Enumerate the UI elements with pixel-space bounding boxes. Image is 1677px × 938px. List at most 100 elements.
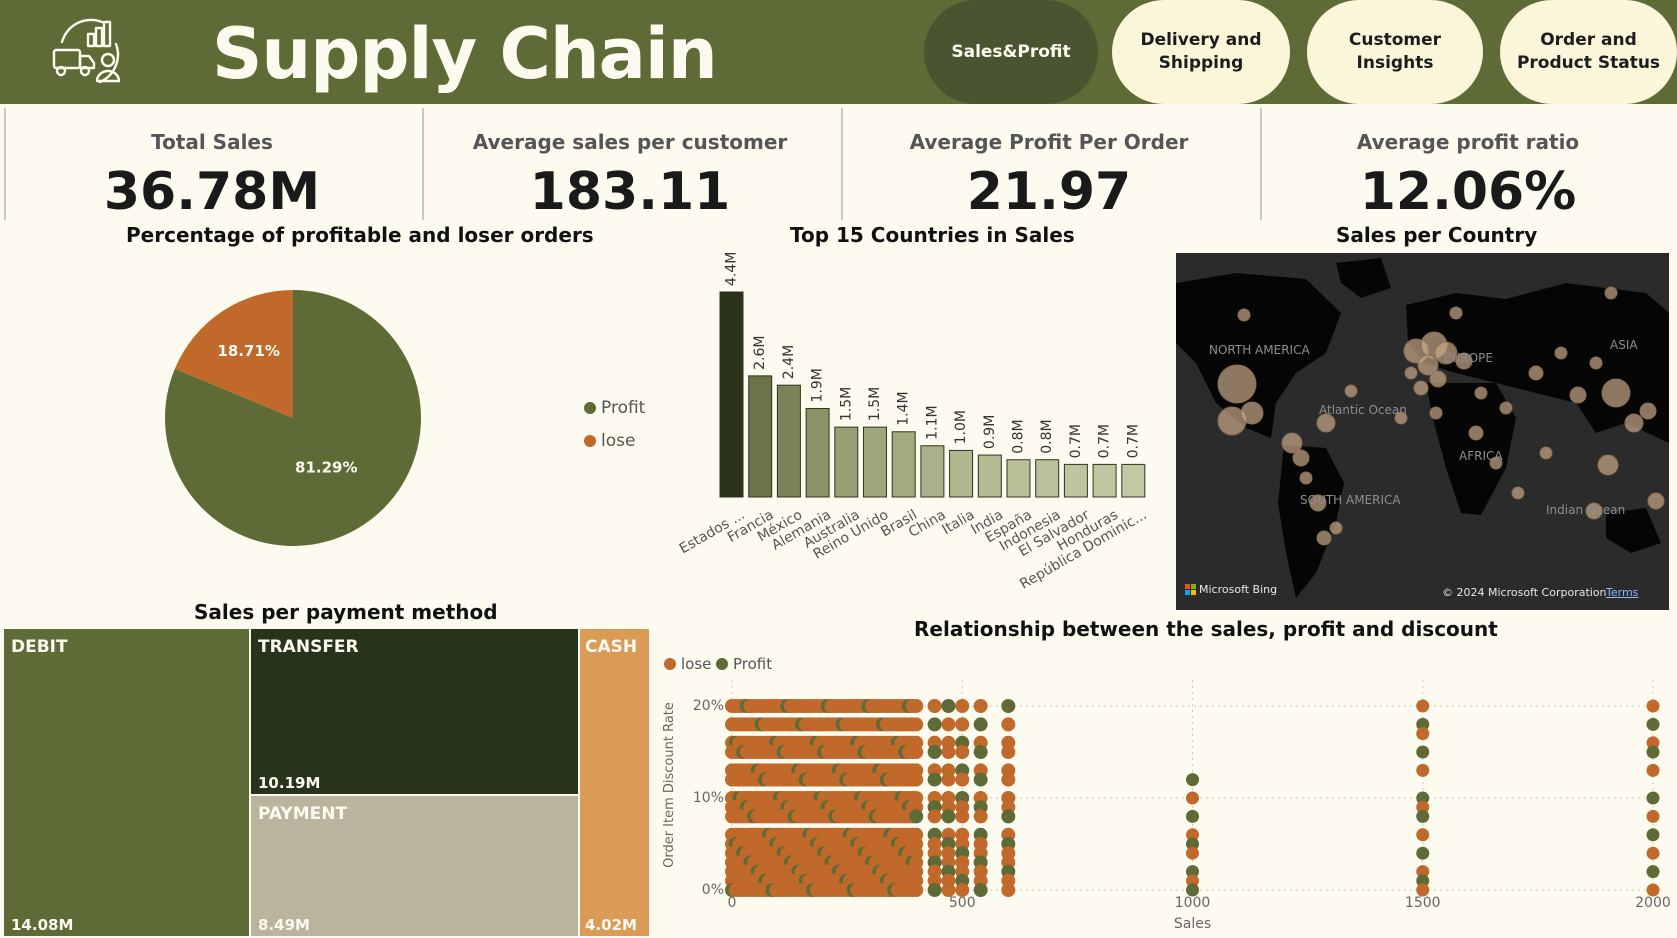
scatter-point [1416,763,1430,777]
bar-value-label: 1.5M [867,387,883,421]
scatter-point [927,772,942,787]
y-tick-label: 0% [702,882,724,898]
legend-label: lose [681,655,712,673]
scatter-point [941,699,956,713]
map-terms-link[interactable]: Terms [1606,586,1639,599]
legend-item-profit[interactable]: Profit [584,398,645,418]
scatter-point [927,699,942,713]
map-bubble [1417,354,1439,376]
nav-customer-insights-button[interactable]: Customer Insights [1307,0,1483,104]
bar[interactable] [920,445,945,498]
x-tick-label: 1000 [1175,895,1211,911]
scatter-point [1416,865,1430,879]
map-bubble [1528,365,1544,381]
nav-sales-profit-button[interactable]: Sales&Profit [924,0,1098,104]
y-tick-label: 10% [693,790,724,806]
bar[interactable] [977,454,1002,498]
pie-chart-title: Percentage of profitable and loser order… [126,223,594,247]
bar[interactable] [834,426,859,498]
scatter-point [1646,791,1660,805]
treemap-cash[interactable]: CASH 4.02M [579,628,650,937]
scatter-point [941,883,956,897]
x-tick-label: 0 [728,895,737,911]
sales-map[interactable]: NORTH AMERICA EUROPE ASIA Atlantic Ocean… [1176,253,1669,610]
scatter-legend-profit[interactable]: Profit [716,655,772,673]
scatter-point [1001,809,1016,824]
scatter-point [1186,773,1199,787]
treemap-value: 14.08M [11,916,74,934]
map-label-europe: EUROPE [1444,351,1493,365]
bar[interactable] [748,375,773,498]
scatter-point [927,745,942,759]
scatter-point [1001,717,1016,732]
kpi-label: Average sales per customer [472,130,788,154]
bar[interactable] [1063,463,1088,498]
treemap-payment[interactable]: PAYMENT 8.49M [250,795,579,937]
scatter-point [973,717,988,732]
scatter-point [1646,828,1660,842]
bar[interactable] [719,291,744,498]
map-label-north-america: NORTH AMERICA [1209,343,1310,357]
legend-dot-profit [716,658,728,670]
map-bubble [1299,471,1313,485]
scatter-point [955,772,970,787]
map-bubble [1309,494,1327,512]
pie-slice-lose[interactable] [174,290,293,418]
scatter-point [909,883,924,897]
kpi-avg-sales-per-customer: Average sales per customer 183.11 [422,108,836,222]
bar[interactable] [1006,459,1031,498]
scatter-point [973,883,988,897]
pie-chart[interactable]: 81.29% 18.71% [150,280,436,556]
map-bubble [1601,378,1631,408]
nav-delivery-shipping-button[interactable]: Delivery and Shipping [1112,0,1290,104]
treemap-debit[interactable]: DEBIT 14.08M [3,628,250,937]
scatter-point [909,772,924,787]
scatter-point [1186,865,1199,879]
bar[interactable] [891,431,916,498]
map-bubble [1449,306,1463,320]
scatter-point [1416,828,1430,842]
header-bar: Supply Chain Sales&Profit Delivery and S… [0,0,1677,104]
map-bubble [1455,352,1473,370]
scatter-point [909,717,924,732]
scatter-point [1646,763,1660,777]
scatter-point [941,745,956,759]
map-bubble [1569,386,1587,404]
bar-value-label: 1.5M [838,387,854,421]
scatter-point [1416,745,1430,759]
map-bubble [1589,356,1603,370]
bar[interactable] [1035,459,1060,498]
scatter-point [955,809,970,824]
bar[interactable] [805,407,830,498]
scatter-point [1646,809,1660,823]
x-axis-label: Sales [1174,916,1211,932]
map-bubble [1413,380,1429,396]
map-bubble [1429,370,1447,388]
nav-label: Sales&Profit [951,41,1071,62]
legend-item-lose[interactable]: lose [584,431,635,451]
bar[interactable] [949,449,974,498]
bar-value-label: 0.9M [982,415,998,449]
bar[interactable] [776,384,801,498]
scatter-point [1001,772,1016,787]
scatter-legend-lose[interactable]: lose [664,655,711,673]
scatter-point [1186,846,1199,860]
scatter-point [1186,874,1199,888]
bar[interactable] [1092,463,1117,498]
scatter-point [1416,727,1430,741]
treemap-transfer[interactable]: TRANSFER 10.19M [250,628,579,795]
nav-order-product-status-button[interactable]: Order and Product Status [1500,0,1677,104]
bar[interactable] [1121,463,1146,498]
bar[interactable] [863,426,887,498]
map-label-africa: AFRICA [1459,449,1503,463]
treemap-value: 4.02M [585,916,637,934]
nav-label: Customer Insights [1348,30,1442,73]
scatter-point [1646,699,1660,713]
scatter-chart[interactable]: 0% 10% 20% 0 500 1000 1500 2000 Sales Order Item … [655,680,1675,938]
kpi-label: Average Profit Per Order [909,130,1189,154]
bar-value-label: 4.4M [724,252,740,286]
kpi-total-sales: Total Sales 36.78M [4,108,418,222]
bar-value-label: 1.1M [924,405,940,439]
scatter-point [973,809,988,824]
